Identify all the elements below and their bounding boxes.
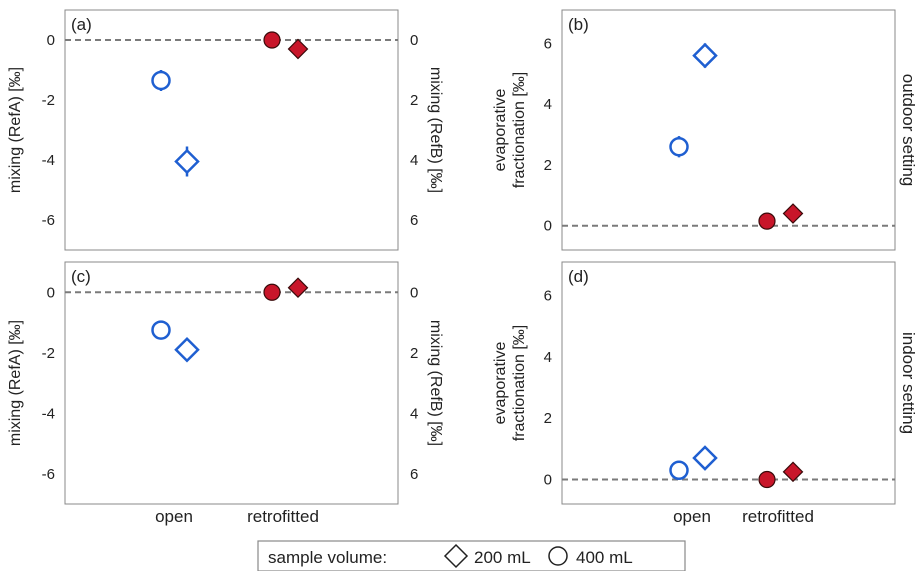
legend-box (257, 540, 686, 572)
x-category-label: open (155, 507, 193, 526)
y-tick-label-right: 2 (410, 92, 418, 109)
data-point-circle (758, 212, 776, 230)
data-point-diamond (782, 203, 804, 224)
y-tick-label-right: 0 (410, 284, 418, 301)
data-point-circle (263, 283, 281, 301)
panel-label: (d) (568, 267, 589, 286)
y-tick-label: 0 (544, 218, 552, 235)
y-axis-label-line: fractionation [‰] (511, 325, 528, 442)
x-category-label: open (673, 507, 711, 526)
y-axis-label-line: evaporative (492, 342, 509, 425)
y-tick-label: 6 (544, 288, 552, 305)
y-tick-label: 0 (544, 471, 552, 488)
legend-diamond-icon (443, 543, 469, 569)
data-point-circle (151, 320, 171, 340)
y-tick-label: 0 (47, 32, 55, 49)
panel-c: 0 -2 -4 -6 0 2 4 6 (c) mixing (RefA) [‰] mixing (R… (7, 261, 444, 526)
panel-label: (a) (71, 15, 92, 34)
data-point-diamond (174, 148, 200, 175)
x-category-label: retrofitted (742, 507, 814, 526)
y-axis-label: evaporative fractionation [‰] (492, 325, 528, 442)
data-point-diamond (174, 336, 200, 363)
data-point-circle (669, 460, 689, 481)
y-tick-label-right: 6 (410, 212, 418, 229)
y-axis-label-line: fractionation [‰] (511, 72, 528, 189)
legend-circle-icon (548, 546, 568, 566)
data-point-circle (758, 470, 776, 489)
panel-label: (b) (568, 15, 589, 34)
data-point-diamond (287, 38, 309, 60)
legend-item-label: 200 mL (474, 548, 531, 567)
data-point-circle (151, 70, 171, 91)
y-axis-label: mixing (RefA) [‰] (7, 67, 24, 193)
y-tick-label: -2 (42, 345, 55, 362)
y-tick-label: -6 (42, 212, 55, 229)
legend: sample volume: 200 mL 400 mL (257, 540, 686, 572)
y-axis-label-right: mixing (RefB) [‰] (427, 67, 444, 193)
y-tick-label-right: 0 (410, 32, 418, 49)
y-axis-label: mixing (RefA) [‰] (7, 320, 24, 446)
y-axis-label-right: mixing (RefB) [‰] (427, 320, 444, 446)
panel-b: 0 2 4 6 (b) evaporative fractionation [‰] outdo… (492, 9, 918, 251)
y-tick-label: -4 (42, 152, 55, 169)
y-tick-label: -2 (42, 92, 55, 109)
row-label: indoor setting (899, 332, 918, 434)
y-tick-label: -4 (42, 405, 55, 422)
data-point-diamond (692, 42, 718, 69)
y-tick-label-right: 2 (410, 345, 418, 362)
y-tick-label: 2 (544, 410, 552, 427)
panel-a: 0 -2 -4 -6 0 2 4 6 (a) mixing (RefA) [‰] mixing (R… (7, 9, 444, 251)
data-point-circle (263, 31, 281, 49)
row-label: outdoor setting (899, 74, 918, 186)
legend-title: sample volume: (268, 548, 387, 567)
plot-frame (64, 261, 399, 505)
x-category-label: retrofitted (247, 507, 319, 526)
plot-frame (561, 9, 896, 251)
y-tick-label: 2 (544, 157, 552, 174)
panel-label: (c) (71, 267, 91, 286)
y-tick-label: 0 (47, 284, 55, 301)
y-axis-label-line: evaporative (492, 89, 509, 172)
data-point-diamond (287, 277, 309, 299)
y-tick-label-right: 6 (410, 466, 418, 483)
data-point-circle (669, 136, 689, 157)
y-tick-label: 4 (544, 349, 552, 366)
legend-item-label: 400 mL (576, 548, 633, 567)
plot-frame (64, 9, 399, 251)
y-tick-label: -6 (42, 466, 55, 483)
y-tick-label-right: 4 (410, 405, 418, 422)
data-point-diamond (782, 461, 804, 483)
panel-d: 0 2 4 6 (d) evaporative fractionation [‰] indoo… (492, 261, 918, 526)
y-tick-label: 4 (544, 96, 552, 113)
data-point-diamond (692, 445, 718, 471)
y-tick-label-right: 4 (410, 152, 418, 169)
y-axis-label: evaporative fractionation [‰] (492, 72, 528, 189)
plot-frame (561, 261, 896, 505)
y-tick-label: 6 (544, 35, 552, 52)
